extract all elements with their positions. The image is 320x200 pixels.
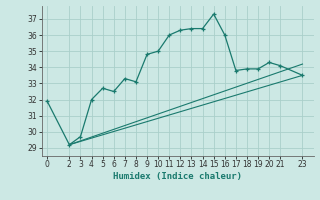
X-axis label: Humidex (Indice chaleur): Humidex (Indice chaleur): [113, 172, 242, 181]
